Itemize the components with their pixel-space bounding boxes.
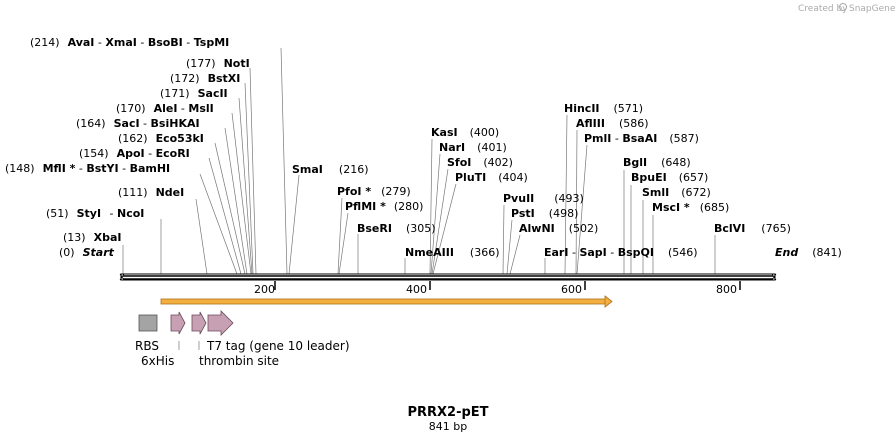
site-label-586: AflIII (586) bbox=[576, 117, 649, 130]
site-label-498: PstI (498) bbox=[511, 207, 578, 220]
svg-text:800: 800 bbox=[716, 283, 737, 296]
rbs-feature[interactable] bbox=[138, 314, 158, 332]
site-label-start: (0) Start bbox=[59, 246, 115, 259]
site-label-587: PmlI - BsaAI (587) bbox=[584, 132, 699, 145]
site-label-765: BclVI (765) bbox=[714, 222, 791, 235]
site-leader-lines bbox=[122, 47, 716, 275]
t7-tag-feature[interactable] bbox=[191, 311, 207, 335]
site-labels: (0) Start (13) XbaI (51) StyI - NcoI (111) N… bbox=[5, 36, 842, 259]
his-tag-feature[interactable] bbox=[170, 311, 186, 335]
sequence-backbone bbox=[119, 273, 777, 281]
site-label-280: PflMI * (280) bbox=[345, 200, 423, 213]
site-label-148: (148) MflI * - BstYI - BamHI bbox=[5, 162, 170, 175]
credit-brand: SnapGene bbox=[849, 4, 896, 14]
features: RBS 6xHis T7 tag (gene 10 leader) thromb… bbox=[135, 310, 350, 368]
map-title: PRRX2-pET bbox=[407, 405, 488, 420]
tick-400: 400 bbox=[406, 281, 431, 296]
feature-label-thrombin: thrombin site bbox=[199, 354, 279, 368]
site-label-172: (172) BstXI bbox=[170, 72, 240, 85]
site-label-402: SfoI (402) bbox=[447, 156, 513, 169]
orf-arrow[interactable] bbox=[160, 295, 613, 308]
site-label-685: MscI * (685) bbox=[652, 201, 729, 214]
map-length: 841 bp bbox=[429, 420, 467, 433]
site-label-400: KasI (400) bbox=[431, 126, 499, 139]
thrombin-site-feature[interactable] bbox=[207, 310, 234, 336]
site-label-672: SmlI (672) bbox=[642, 186, 711, 199]
site-label-279: PfoI * (279) bbox=[337, 185, 411, 198]
snapgene-logo-icon bbox=[839, 3, 847, 11]
site-label-177: (177) NotI bbox=[186, 57, 250, 70]
site-label-111: (111) NdeI bbox=[118, 186, 184, 199]
feature-label-6xhis: 6xHis bbox=[141, 354, 174, 368]
site-label-493: PvuII (493) bbox=[503, 192, 584, 205]
tick-800: 800 bbox=[716, 281, 741, 296]
site-label-154: (154) ApoI - EcoRI bbox=[79, 147, 190, 160]
site-label-164: (164) SacI - BsiHKAI bbox=[76, 117, 200, 130]
site-label-216: SmaI (216) bbox=[292, 163, 369, 176]
site-label-end: End (841) bbox=[775, 246, 842, 259]
svg-text:600: 600 bbox=[561, 283, 582, 296]
tick-600: 600 bbox=[561, 281, 586, 296]
site-label-546: EarI - SapI - BspQI (546) bbox=[544, 246, 698, 259]
site-label-648: BglI (648) bbox=[623, 156, 691, 169]
feature-label-rbs: RBS bbox=[135, 339, 159, 353]
ruler: 200 400 600 800 bbox=[254, 281, 741, 296]
site-label-13: (13) XbaI bbox=[63, 231, 121, 244]
site-label-571: HincII (571) bbox=[564, 102, 643, 115]
site-label-162: (162) Eco53kI bbox=[118, 132, 204, 145]
svg-text:400: 400 bbox=[406, 283, 427, 296]
site-label-171: (171) SacII bbox=[160, 87, 228, 100]
site-label-404: PluTI (404) bbox=[455, 171, 528, 184]
site-label-51: (51) StyI - NcoI bbox=[46, 207, 144, 220]
site-label-170: (170) AleI - MslI bbox=[116, 102, 214, 115]
feature-label-t7-tag: T7 tag (gene 10 leader) bbox=[206, 339, 350, 353]
site-label-366: NmeAIII (366) bbox=[405, 246, 500, 259]
site-label-502: AlwNI (502) bbox=[519, 222, 598, 235]
tick-200: 200 bbox=[254, 281, 276, 296]
site-label-401: NarI (401) bbox=[439, 141, 507, 154]
svg-text:200: 200 bbox=[254, 283, 275, 296]
credit-prefix: Created by bbox=[798, 4, 848, 14]
site-label-657: BpuEI (657) bbox=[631, 171, 708, 184]
site-label-214: (214) AvaI - XmaI - BsoBI - TspMI bbox=[30, 36, 229, 49]
site-label-305: BseRI (305) bbox=[357, 222, 436, 235]
